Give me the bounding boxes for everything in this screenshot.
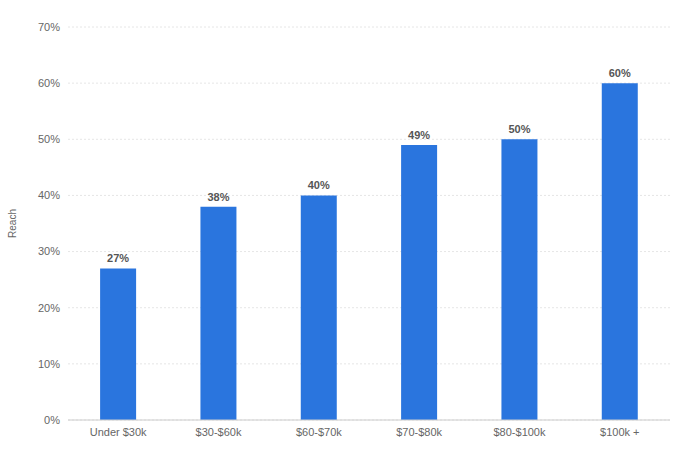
svg-text:0%: 0% — [44, 414, 60, 426]
svg-text:Reach: Reach — [7, 209, 18, 238]
svg-text:$100k +: $100k + — [600, 426, 639, 438]
svg-text:$60-$70k: $60-$70k — [296, 426, 342, 438]
svg-text:40%: 40% — [38, 189, 60, 201]
svg-text:$30-$60k: $30-$60k — [196, 426, 242, 438]
svg-text:10%: 10% — [38, 358, 60, 370]
svg-text:30%: 30% — [38, 245, 60, 257]
svg-text:60%: 60% — [609, 67, 631, 79]
svg-text:Under $30k: Under $30k — [90, 426, 147, 438]
svg-text:49%: 49% — [408, 129, 430, 141]
svg-text:70%: 70% — [38, 21, 60, 33]
svg-text:40%: 40% — [308, 179, 330, 191]
svg-text:50%: 50% — [508, 123, 530, 135]
svg-text:50%: 50% — [38, 133, 60, 145]
svg-text:60%: 60% — [38, 77, 60, 89]
svg-text:$70-$80k: $70-$80k — [396, 426, 442, 438]
svg-text:38%: 38% — [207, 191, 229, 203]
svg-text:$80-$100k: $80-$100k — [494, 426, 546, 438]
svg-text:20%: 20% — [38, 302, 60, 314]
svg-text:27%: 27% — [107, 252, 129, 264]
